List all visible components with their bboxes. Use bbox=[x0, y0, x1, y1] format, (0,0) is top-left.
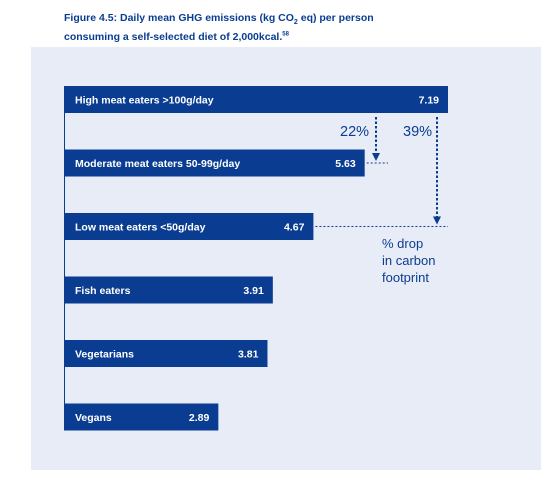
bar-value-label: 4.67 bbox=[284, 222, 305, 234]
bar-category-label: Moderate meat eaters 50-99g/day bbox=[75, 158, 240, 170]
drop-percent-low: 39% bbox=[403, 124, 432, 140]
bar bbox=[64, 86, 448, 113]
bar-value-label: 3.91 bbox=[243, 285, 264, 297]
bar-category-label: Vegans bbox=[75, 412, 112, 424]
title-line-2: consuming a self-selected diet of 2,000k… bbox=[64, 31, 283, 44]
figure-title: Figure 4.5: Daily mean GHG emissions (kg… bbox=[64, 11, 484, 44]
bar bbox=[64, 403, 219, 431]
title-line-1: Figure 4.5: Daily mean GHG emissions (kg… bbox=[64, 12, 374, 27]
bar-category-label: Fish eaters bbox=[75, 285, 131, 297]
bar-category-label: Low meat eaters <50g/day bbox=[75, 222, 206, 234]
chart-panel bbox=[31, 47, 541, 470]
drop-note-line-3: footprint bbox=[382, 270, 429, 285]
title-reference: 58 bbox=[282, 31, 289, 38]
bar-value-label: 5.63 bbox=[335, 158, 356, 170]
bar-value-label: 3.81 bbox=[238, 349, 259, 361]
bar-category-label: High meat eaters >100g/day bbox=[75, 95, 214, 107]
annotations-layer: 22% 39% % drop in carbon footprint bbox=[315, 117, 448, 285]
title-subscript: 2 bbox=[293, 19, 298, 27]
drop-note-line-1: % drop bbox=[382, 236, 423, 251]
bar-value-label: 7.19 bbox=[419, 95, 440, 107]
bars-layer: High meat eaters >100g/day 7.19 Moderate m… bbox=[64, 86, 448, 431]
bar bbox=[64, 276, 273, 304]
bar bbox=[64, 213, 314, 240]
bar bbox=[64, 340, 268, 367]
drop-percent-moderate: 22% bbox=[340, 124, 369, 140]
drop-note-line-2: in carbon bbox=[382, 253, 435, 268]
bar-category-label: Vegetarians bbox=[75, 349, 134, 361]
bar bbox=[64, 149, 365, 177]
bar-value-label: 2.89 bbox=[189, 412, 210, 424]
